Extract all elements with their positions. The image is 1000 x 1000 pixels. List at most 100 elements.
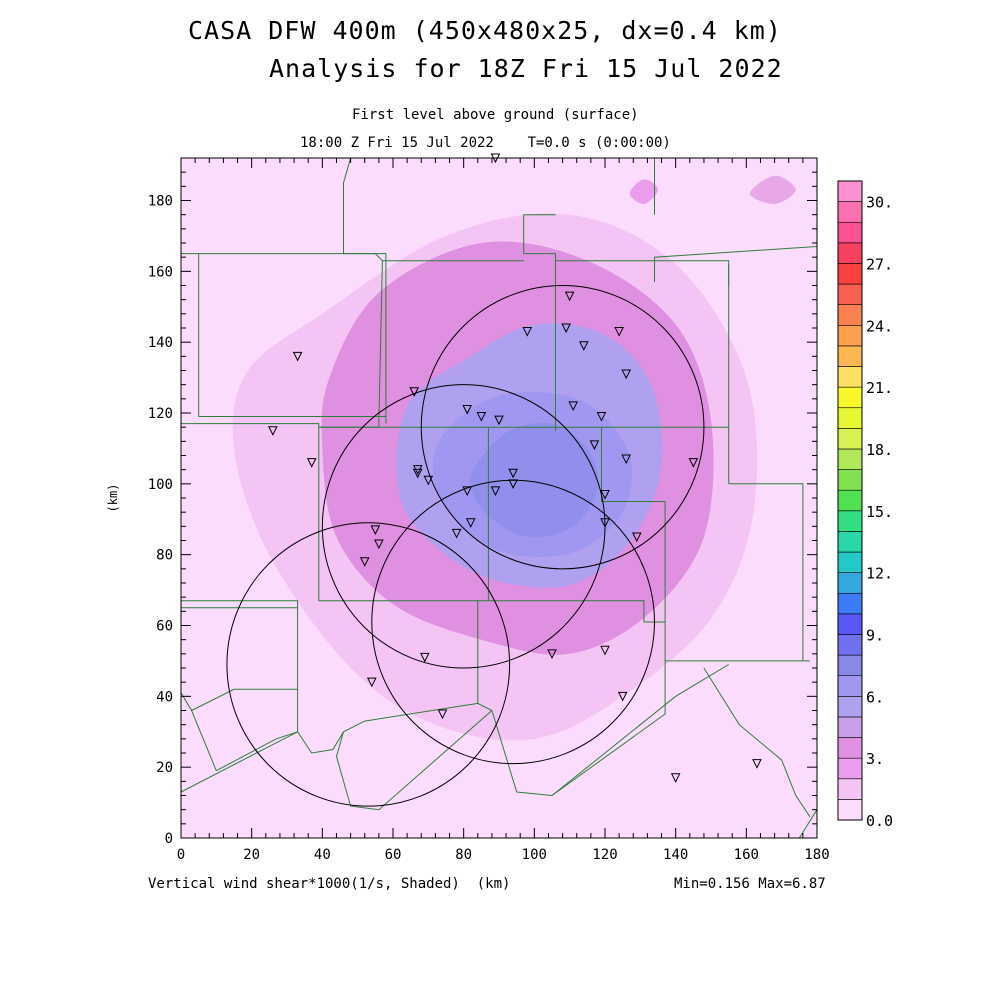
station-marker-18 [412, 468, 423, 479]
colorbar-label-0: 0.0 [866, 812, 893, 830]
colorbar-swatch-3 [837, 737, 863, 759]
colorbar-frame [837, 180, 863, 821]
colorbar-swatch-25 [837, 283, 863, 305]
colorbar-swatch-17 [837, 448, 863, 470]
county-boundary-7 [198, 253, 387, 424]
plot-layer [181, 158, 817, 838]
colorbar-swatch-21 [837, 366, 863, 388]
county-boundary-10 [343, 253, 524, 262]
station-marker-25 [688, 458, 699, 468]
county-boundary-4 [181, 731, 298, 793]
colorbar-label-5: 15. [866, 503, 893, 521]
station-marker-31 [359, 557, 370, 567]
colorbar-label-9: 27. [866, 255, 893, 273]
colorbar-swatch-15 [837, 489, 863, 512]
station-marker-36 [600, 645, 610, 656]
station-marker-35 [547, 649, 557, 659]
station-marker-38 [437, 709, 448, 720]
county-boundary-27 [297, 702, 478, 754]
station-marker-26 [600, 489, 610, 500]
station-marker-16 [306, 458, 317, 468]
county-boundary-25 [728, 483, 810, 662]
station-marker-40 [670, 773, 681, 783]
chart-title-line1: CASA DFW 400m (450x480x25, dx=0.4 km) [188, 16, 782, 45]
station-marker-27 [600, 518, 610, 528]
y-tick-label-4: 80 [156, 548, 173, 564]
station-marker-29 [370, 525, 381, 535]
colorbar-swatch-0 [837, 799, 863, 821]
colorbar-swatch-23 [837, 324, 863, 347]
x-tick-label-1: 20 [243, 847, 260, 863]
county-boundary-15 [488, 426, 644, 502]
station-marker-1 [564, 291, 575, 302]
station-marker-23 [462, 486, 473, 497]
colorbar-label-7: 21. [866, 379, 893, 397]
station-marker-11 [494, 415, 504, 426]
colorbar-swatch-11 [837, 572, 863, 594]
station-marker-30 [374, 539, 384, 550]
y-tick-label-6: 120 [148, 406, 173, 422]
station-marker-6 [621, 369, 632, 380]
station-marker-19 [423, 475, 434, 486]
colorbar-swatch-12 [837, 551, 863, 573]
chart-subtitle-line1: First level above ground (surface) [352, 107, 639, 123]
y-tick-label-5: 100 [148, 477, 173, 493]
colorbar-swatch-13 [837, 531, 863, 553]
station-marker-2 [522, 327, 533, 337]
x-tick-label-5: 100 [522, 847, 547, 863]
colorbar-swatch-2 [837, 757, 863, 780]
station-marker-20 [508, 468, 518, 479]
colorbar-swatch-9 [837, 613, 863, 635]
y-axis-label: (km) [106, 484, 120, 513]
station-marker-8 [409, 387, 420, 397]
county-boundary-17 [523, 214, 556, 255]
y-tick-label-0: 0 [165, 831, 173, 847]
station-marker-22 [490, 486, 501, 497]
station-marker-41 [752, 759, 762, 769]
county-boundary-1 [181, 423, 320, 601]
colorbar-swatch-14 [837, 510, 863, 532]
station-marker-37 [366, 677, 377, 688]
colorbar-swatch-30 [837, 180, 863, 202]
y-tick-label-8: 160 [148, 264, 173, 280]
colorbar-label-1: 3. [866, 750, 884, 768]
colorbar-swatch-10 [837, 592, 863, 615]
colorbar-swatch-27 [837, 242, 863, 264]
station-marker-39 [617, 691, 628, 702]
colorbar-swatch-20 [837, 386, 863, 409]
colorbar-swatch-24 [837, 304, 863, 326]
station-marker-32 [451, 528, 462, 539]
x-tick-label-3: 60 [385, 847, 402, 863]
field-label: Vertical wind shear*1000(1/s, Shaded) (k… [148, 876, 511, 892]
station-marker-15 [268, 426, 278, 436]
colorbar-swatch-8 [837, 634, 863, 656]
colorbar-swatch-22 [837, 345, 863, 367]
county-boundary-19 [555, 260, 730, 428]
x-tick-label-8: 160 [734, 847, 759, 863]
min-max-stats: Min=0.156 Max=6.87 [674, 876, 826, 892]
colorbar-swatch-1 [837, 778, 863, 800]
x-tick-label-4: 80 [455, 847, 472, 863]
county-boundary-32 [798, 809, 817, 838]
station-marker-28 [631, 532, 642, 543]
colorbar-swatch-18 [837, 428, 863, 450]
station-marker-12 [568, 401, 579, 412]
colorbar-label-2: 6. [866, 688, 884, 706]
x-tick-label-7: 140 [663, 847, 688, 863]
station-marker-24 [621, 454, 632, 465]
shear-contour-6 [749, 175, 796, 205]
colorbar-swatch-29 [837, 201, 863, 223]
x-tick-label-0: 0 [177, 847, 185, 863]
colorbar-swatch-7 [837, 654, 863, 677]
y-tick-label-3: 60 [156, 619, 173, 635]
radar-range-circle-2 [226, 522, 511, 807]
chart-title-line2: Analysis for 18Z Fri 15 Jul 2022 [269, 54, 783, 83]
colorbar-label-3: 9. [866, 626, 884, 644]
county-boundary-30 [551, 664, 729, 796]
y-tick-label-2: 40 [156, 689, 173, 705]
colorbar-swatch-5 [837, 696, 863, 718]
colorbar-label-6: 18. [866, 441, 893, 459]
colorbar-swatch-6 [837, 675, 863, 697]
station-marker-10 [476, 412, 487, 422]
